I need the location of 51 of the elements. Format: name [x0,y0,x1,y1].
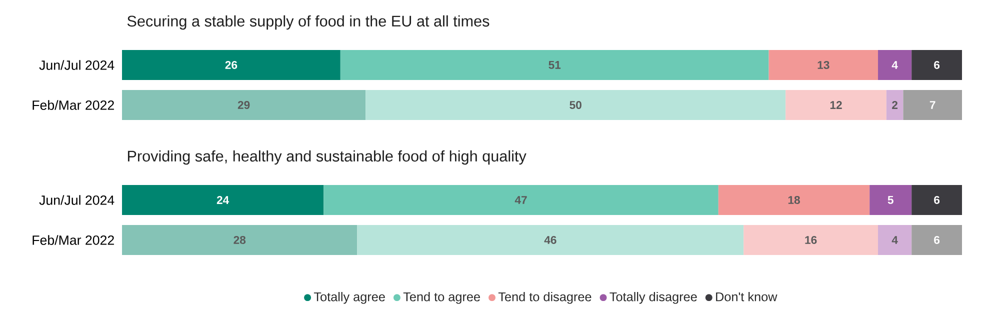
data-label: 29 [238,100,250,109]
data-label: 7 [930,101,936,109]
bar [366,90,786,120]
data-label: 26 [225,60,238,69]
bar [878,50,912,80]
bar [122,224,358,255]
data-label: 24 [216,196,230,204]
bar [912,184,962,215]
y-tick-label: Jun/Jul 2024 [39,60,114,70]
bar [768,50,878,80]
data-label: 5 [888,196,894,204]
bar [122,184,324,215]
bar [786,90,886,120]
legend-label: Totally disagree [610,292,697,304]
y-tick-label: Feb/Mar 2022 [32,235,114,245]
data-label: 51 [548,61,561,69]
bar [718,184,870,215]
bar [878,224,912,255]
data-label: 50 [570,100,582,109]
bar [870,184,912,215]
bar [903,90,962,120]
y-tick-label: Feb/Mar 2022 [32,100,114,110]
bar [886,90,904,120]
legend-label: Tend to disagree [498,292,592,304]
data-label: 4 [892,236,898,244]
legend-label: Don't know [716,292,778,302]
data-label: 18 [788,196,800,204]
data-label: 12 [830,101,842,109]
chart-title: Providing safe, healthy and sustainable food of high quality [128,150,526,165]
bar [744,224,878,255]
data-label: 28 [234,236,246,244]
legend-label: Totally agree [314,292,385,304]
y-tick-label: Jun/Jul 2024 [39,195,114,205]
bar [122,50,340,80]
bar [357,224,744,255]
legend-label: Tend to agree [403,292,480,304]
bar [122,90,366,120]
bar [912,50,962,80]
bar [324,184,718,215]
data-label: 2 [892,101,898,109]
data-label: 6 [934,236,940,244]
chart-title: Securing a stable supply of food in the EU at all times [127,15,490,30]
data-label: 46 [544,236,556,244]
data-label: 4 [892,61,898,69]
data-label: 6 [934,196,940,204]
data-label: 6 [934,60,940,69]
bar [912,224,962,255]
data-label: 47 [514,196,527,204]
bar [340,50,769,80]
data-label: 13 [818,60,830,70]
data-label: 16 [805,236,817,244]
